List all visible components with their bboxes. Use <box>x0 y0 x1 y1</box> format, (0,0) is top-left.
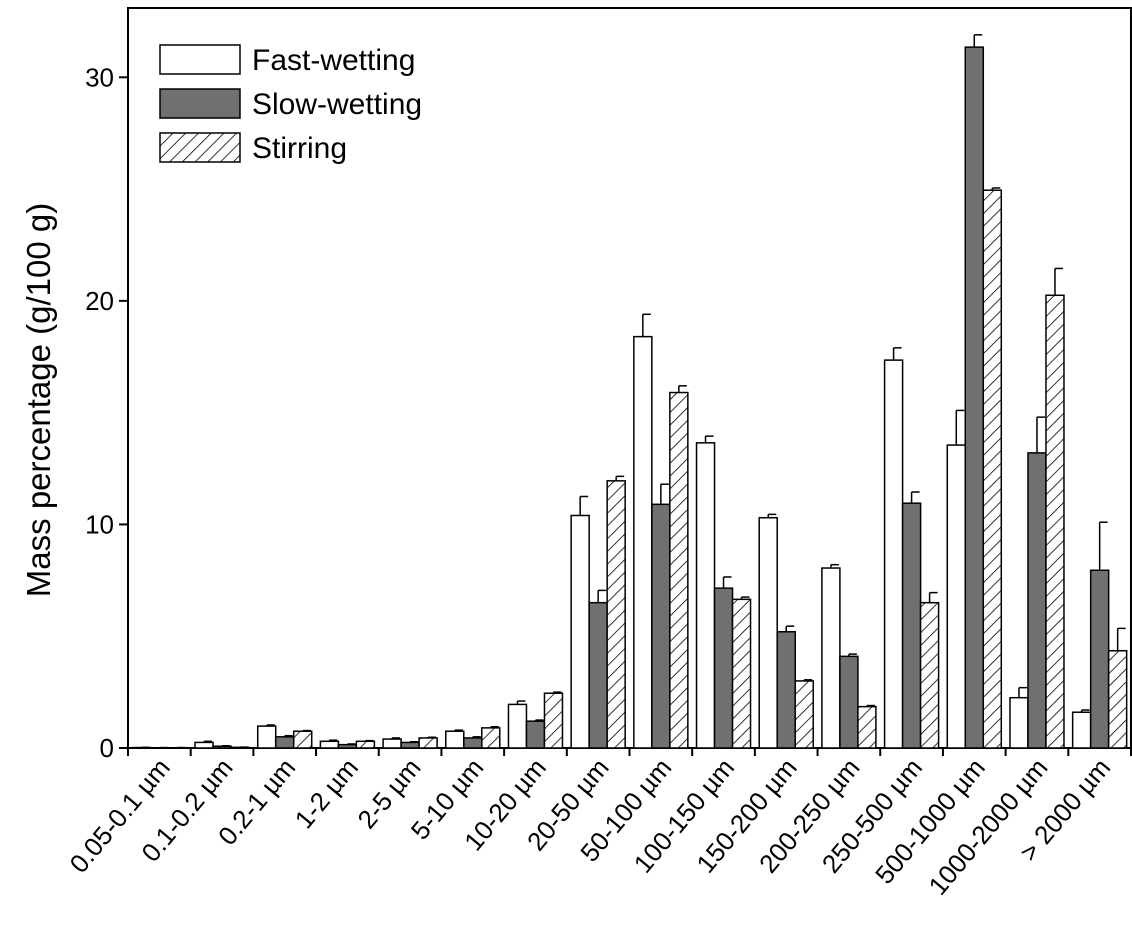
bar <box>794 680 814 749</box>
bar <box>1027 452 1047 749</box>
error-bar <box>973 34 983 48</box>
bar <box>194 741 214 749</box>
error-bar <box>910 491 920 504</box>
bar <box>839 655 859 749</box>
bar <box>1107 649 1128 749</box>
bar <box>319 740 340 749</box>
error-bar <box>1098 521 1108 571</box>
error-bar <box>642 313 651 337</box>
legend-label: Fast-wetting <box>252 44 415 77</box>
bar <box>274 736 295 749</box>
bar <box>256 725 277 749</box>
error-bar <box>785 625 795 632</box>
error-bar <box>1116 627 1126 651</box>
error-bar <box>892 347 902 361</box>
bar <box>758 516 778 749</box>
bar <box>821 567 841 749</box>
bar <box>946 444 967 749</box>
error-bar <box>660 483 669 505</box>
bar <box>776 630 796 749</box>
legend-swatch <box>159 132 241 163</box>
bar <box>633 335 653 749</box>
bar <box>507 703 528 749</box>
bar <box>570 514 590 749</box>
bar <box>695 442 716 749</box>
error-bar <box>955 409 965 446</box>
bar <box>230 746 250 749</box>
legend-label: Slow-wetting <box>252 88 422 121</box>
y-axis-label: Mass percentage (g/100 g) <box>20 203 57 597</box>
error-bar <box>928 591 938 603</box>
bar <box>731 598 752 749</box>
bar <box>669 391 689 749</box>
error-bar <box>678 385 687 393</box>
x-tick-label: 1-2 µm <box>289 753 364 835</box>
bar <box>901 502 922 749</box>
error-bar <box>1054 267 1063 296</box>
bar <box>1009 696 1029 749</box>
error-bar <box>579 495 589 516</box>
bar <box>919 601 940 749</box>
legend-label: Stirring <box>252 132 347 165</box>
bar <box>418 737 438 749</box>
bar <box>355 740 376 749</box>
bar <box>400 741 420 749</box>
bar <box>543 692 564 749</box>
bar <box>1089 569 1110 749</box>
error-bar <box>1036 416 1045 453</box>
bar <box>382 738 402 749</box>
bar <box>1071 711 1092 749</box>
bar <box>606 480 626 749</box>
bar <box>964 46 985 749</box>
bar <box>883 359 904 749</box>
bar <box>525 720 546 749</box>
bar <box>982 189 1003 749</box>
y-tick-label: 30 <box>85 62 114 92</box>
bar <box>463 737 483 749</box>
bar <box>292 730 313 749</box>
bar <box>445 730 465 749</box>
bar <box>212 745 232 749</box>
bar <box>713 587 734 749</box>
error-bar <box>704 435 714 443</box>
error-bar <box>597 589 607 603</box>
bar <box>1045 294 1065 749</box>
y-tick-label: 0 <box>100 733 114 763</box>
bar <box>857 705 877 749</box>
bar <box>588 601 608 749</box>
legend-swatch <box>159 88 241 119</box>
error-bar <box>722 576 732 589</box>
error-bar <box>1018 686 1027 698</box>
bar <box>337 743 358 749</box>
y-tick-label: 10 <box>85 509 114 539</box>
legend-swatch <box>159 44 241 75</box>
bar <box>651 503 671 749</box>
y-tick-label: 20 <box>85 286 114 316</box>
bar <box>481 727 501 749</box>
